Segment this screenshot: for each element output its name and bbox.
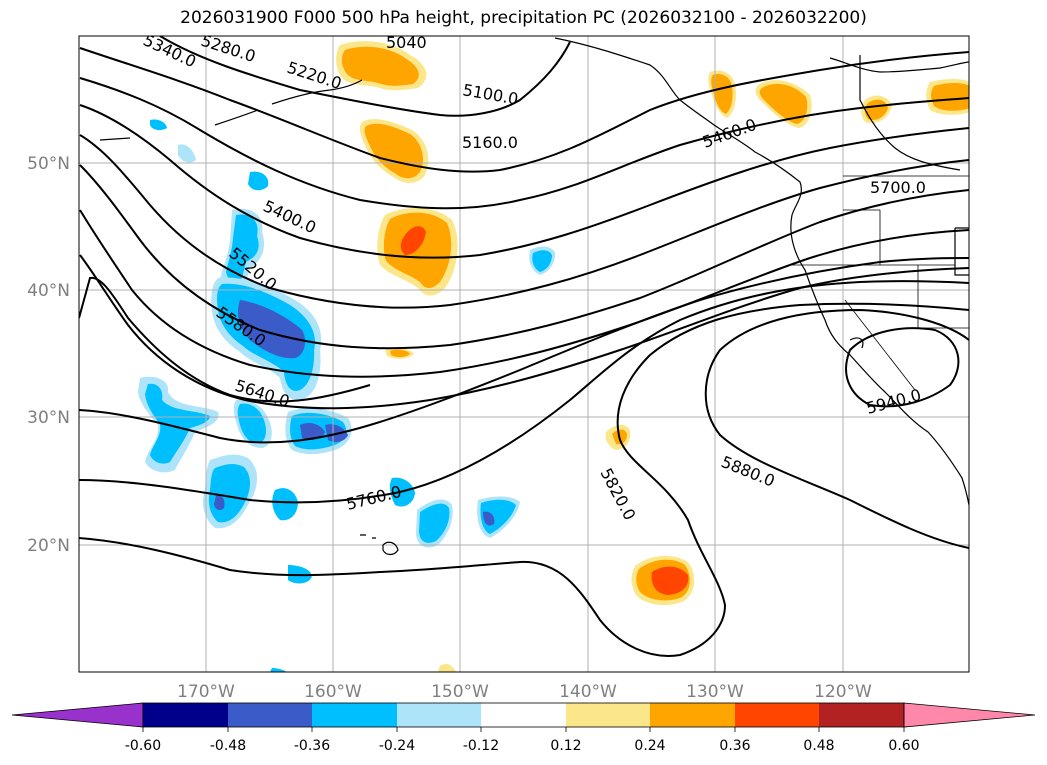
contour-label-5040: 5040	[386, 33, 427, 52]
lat-tick-30n: 30°N	[27, 408, 70, 428]
colorbar-tick-4: -0.24	[379, 738, 415, 754]
colorbar-bin-1	[143, 703, 228, 727]
colorbar-extend-max	[903, 702, 1036, 728]
colorbar-tick-8: 0.36	[719, 738, 750, 754]
colorbar-extend-min	[11, 702, 144, 728]
map-frame	[78, 35, 970, 673]
colorbar-tick-2: -0.48	[210, 738, 246, 754]
colorbar-bin-2	[228, 703, 312, 727]
map-title: 2026031900 F000 500 hPa height, precipit…	[180, 8, 867, 28]
colorbar-bin-8	[735, 703, 819, 727]
colorbar-bin-5	[481, 703, 566, 727]
height-contours	[79, 36, 969, 657]
colorbar-tick-3: -0.36	[294, 738, 330, 754]
lat-tick-50n: 50°N	[27, 154, 70, 174]
lon-tick-160w: 160°W	[304, 682, 362, 702]
colorbar-tick-1: -0.60	[125, 738, 161, 754]
latitude-ticks: 50°N 40°N 30°N 20°N	[27, 154, 70, 556]
precip-negative-areas	[138, 119, 556, 672]
lon-tick-120w: 120°W	[814, 682, 872, 702]
colorbar-tick-6: 0.12	[550, 738, 581, 754]
map-panel	[79, 36, 969, 672]
colorbar-bin-6	[566, 703, 650, 727]
colorbar-tick-7: 0.24	[634, 738, 665, 754]
lat-tick-40n: 40°N	[27, 281, 70, 301]
lat-tick-20n: 20°N	[27, 536, 70, 556]
contour-label-5160: 5160.0	[462, 133, 518, 152]
lon-tick-130w: 130°W	[686, 682, 744, 702]
colorbar-tick-10: 0.60	[888, 738, 919, 754]
colorbar: -0.60 -0.48 -0.36 -0.24 -0.12 0.12 0.24 …	[11, 702, 1036, 754]
lon-tick-150w: 150°W	[431, 682, 489, 702]
colorbar-bin-7	[650, 703, 735, 727]
lon-tick-140w: 140°W	[559, 682, 617, 702]
colorbar-bin-4	[397, 703, 481, 727]
contour-label-5700: 5700.0	[870, 178, 926, 197]
lon-tick-170w: 170°W	[177, 682, 235, 702]
colorbar-tick-5: -0.12	[463, 738, 499, 754]
colorbar-tick-9: 0.48	[803, 738, 834, 754]
colorbar-bin-9	[819, 703, 904, 727]
colorbar-bin-3	[312, 703, 397, 727]
longitude-ticks: 170°W 160°W 150°W 140°W 130°W 120°W	[177, 682, 872, 702]
